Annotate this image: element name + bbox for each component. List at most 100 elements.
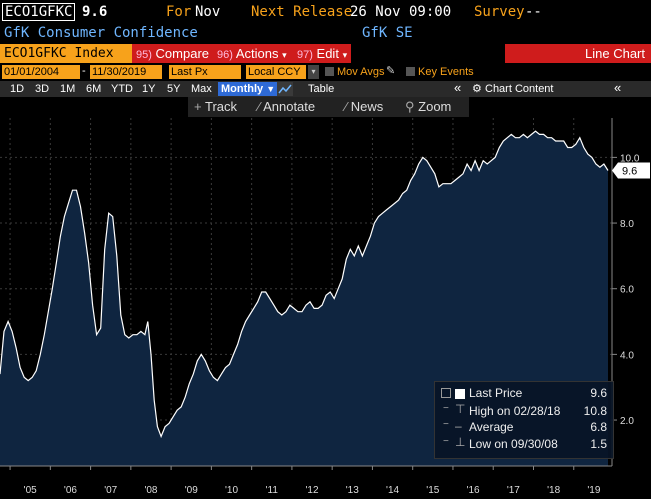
- currency-dropdown-icon[interactable]: ▾: [308, 65, 319, 79]
- legend-checkbox-minus[interactable]: −: [443, 419, 449, 430]
- y-tick-label: 6.0: [620, 285, 634, 296]
- table-view-button[interactable]: Table: [308, 83, 335, 95]
- news-icon: ∕: [345, 99, 348, 114]
- x-tick-label: '15: [426, 485, 439, 496]
- x-tick-label: '10: [225, 485, 238, 496]
- period-6m[interactable]: 6M: [86, 83, 102, 95]
- actions-menu-button[interactable]: 96) Actions ▾: [213, 44, 293, 63]
- legend-checkbox-minus[interactable]: −: [443, 436, 449, 447]
- gear-icon[interactable]: ⚙: [472, 83, 482, 95]
- key-events-label[interactable]: Key Events: [418, 66, 474, 78]
- start-date-field[interactable]: 01/01/2004: [2, 65, 80, 79]
- field-selector[interactable]: Last Px: [169, 65, 241, 79]
- series-info: GfK Consumer Confidence GfK SE: [0, 23, 651, 43]
- current-value-tag-label: 9.6: [622, 166, 637, 178]
- period-1y[interactable]: 1Y: [142, 83, 156, 95]
- chart-tools: + Track ∕ Annotate ∕ News ⚲ Zoom: [188, 97, 469, 117]
- x-axis: '05 '06 '07 '08 '09 '10 '11 '12 '13 '14 '15 '16 '17 '…: [0, 465, 612, 496]
- legend-last-price-value: 9.6: [590, 386, 607, 400]
- x-tick-label: '18: [547, 485, 560, 496]
- x-tick-label: '16: [467, 485, 480, 496]
- period-3d[interactable]: 3D: [35, 83, 50, 95]
- current-value-tag-group: 9.6: [612, 162, 650, 179]
- period-1d[interactable]: 1D: [10, 83, 25, 95]
- line-draw-icon: ∕: [258, 99, 261, 114]
- track-label: Track: [204, 99, 238, 114]
- x-tick-label: '08: [144, 485, 157, 496]
- index-name-field[interactable]: ECO1GFKC Index: [2, 44, 130, 63]
- y-tick-label: 2.0: [620, 416, 634, 427]
- series-line: [0, 130, 609, 439]
- security-header: ECO1GFKC 9.6 For Nov Next Release 26 Nov…: [0, 0, 651, 23]
- next-release-label: Next Release: [251, 4, 353, 20]
- x-tick-label: '19: [587, 485, 600, 496]
- news-label: News: [350, 99, 384, 114]
- x-tick-label: '13: [346, 485, 359, 496]
- y-tick-label: 10.0: [620, 153, 640, 164]
- compare-menu-button[interactable]: 95) Compare: [132, 44, 214, 63]
- command-bar: ECO1GFKC Index 95) Compare 96) Actions ▾…: [0, 44, 651, 63]
- key-events-checkbox[interactable]: [406, 67, 415, 76]
- zoom-tool[interactable]: ⚲ Zoom: [405, 99, 451, 115]
- x-tick-label: '09: [185, 485, 198, 496]
- track-tool[interactable]: + Track: [194, 99, 237, 114]
- chart-type-label: Line Chart: [505, 44, 651, 63]
- collapse-right-icon[interactable]: «: [614, 80, 622, 95]
- x-tick-label: '17: [507, 485, 520, 496]
- legend-average-value: 6.8: [590, 420, 607, 434]
- legend-high-value: 10.8: [583, 404, 607, 418]
- edit-menu-number: 97): [297, 49, 313, 61]
- currency-selector[interactable]: Local CCY: [246, 65, 306, 79]
- settings-row: 01/01/2004 - 11/30/2019 Last Px Local CC…: [0, 64, 651, 80]
- period-ytd[interactable]: YTD: [111, 83, 133, 95]
- ticker-symbol[interactable]: ECO1GFKC: [2, 3, 76, 21]
- legend-checkbox-minus[interactable]: −: [443, 403, 449, 414]
- annotate-label: Annotate: [263, 99, 316, 114]
- frequency-label: Monthly: [221, 83, 264, 95]
- x-tick-label: '14: [386, 485, 399, 496]
- series-name: GfK Consumer Confidence: [4, 25, 198, 41]
- chevron-down-icon: ▾: [282, 50, 287, 60]
- compare-menu-number: 95): [136, 49, 152, 61]
- legend-average-label: Average: [469, 420, 514, 434]
- legend-low-marker-icon: ⊥: [455, 435, 466, 449]
- period-1m[interactable]: 1M: [60, 83, 76, 95]
- annotate-tool[interactable]: ∕ Annotate: [258, 99, 315, 114]
- period-max[interactable]: Max: [191, 83, 212, 95]
- mov-avgs-label[interactable]: Mov Avgs: [337, 66, 385, 78]
- next-release-value: 26 Nov 09:00: [350, 4, 452, 20]
- edit-menu-label: Edit: [316, 46, 339, 61]
- end-date-field[interactable]: 11/30/2019: [90, 65, 162, 79]
- current-value-tag: [612, 162, 650, 179]
- legend-average-marker-icon: –: [455, 419, 462, 433]
- y-tick-label: 4.0: [620, 350, 634, 361]
- period-bar: 1D 3D 1M 6M YTD 1Y 5Y Max Monthly ▼ Tabl…: [0, 81, 651, 97]
- edit-menu-button[interactable]: 97) Edit ▾: [293, 44, 351, 63]
- survey-label: Survey: [474, 4, 525, 20]
- news-tool[interactable]: ∕ News: [345, 99, 383, 114]
- chevron-down-icon: ▾: [342, 50, 348, 60]
- actions-menu-number: 96): [217, 49, 233, 61]
- mov-avgs-checkbox[interactable]: [325, 67, 334, 76]
- chart-legend[interactable]: Last Price 9.6 − ⊤ High on 02/28/18 10.8…: [434, 381, 614, 459]
- legend-high-label: High on 02/28/18: [469, 404, 561, 418]
- legend-last-price-swatch: [455, 389, 465, 399]
- for-label: For: [166, 4, 192, 20]
- chart-toolbar: + Track ∕ Annotate ∕ News ⚲ Zoom: [0, 97, 651, 118]
- crosshair-icon: +: [194, 99, 202, 114]
- survey-value: --: [525, 4, 542, 20]
- period-5y[interactable]: 5Y: [167, 83, 181, 95]
- frequency-selector[interactable]: Monthly ▼: [218, 82, 279, 96]
- chevron-down-icon: ▼: [266, 84, 276, 94]
- chart-content-label[interactable]: Chart Content: [485, 83, 554, 95]
- line-chart-icon[interactable]: [277, 82, 293, 96]
- pencil-icon[interactable]: ✎: [386, 65, 396, 77]
- actions-menu-label: Actions: [235, 46, 279, 61]
- legend-high-marker-icon: ⊤: [455, 402, 466, 416]
- collapse-left-icon[interactable]: «: [454, 80, 462, 95]
- legend-last-price-label: Last Price: [469, 386, 523, 400]
- magnifier-icon: ⚲: [405, 99, 415, 114]
- legend-checkbox[interactable]: [441, 388, 451, 398]
- date-range-dash: -: [82, 65, 86, 77]
- x-tick-label: '06: [64, 485, 77, 496]
